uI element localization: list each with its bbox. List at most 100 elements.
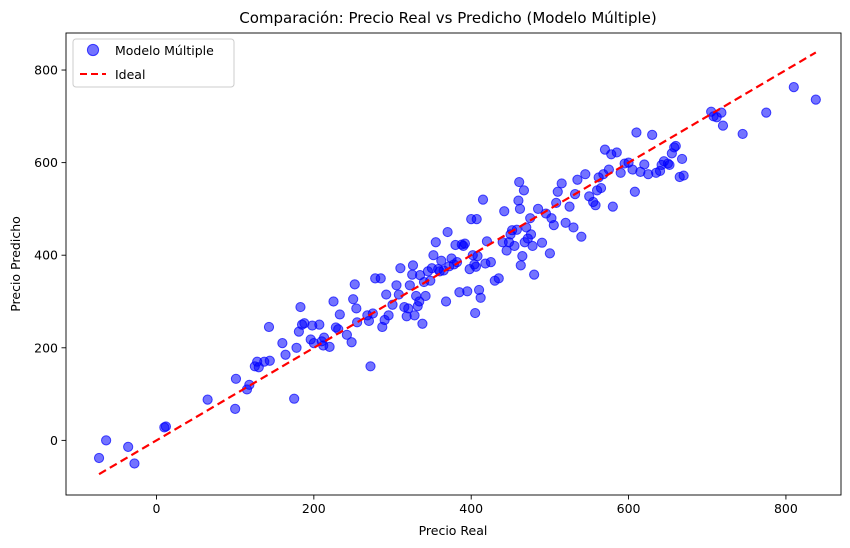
scatter-point (810, 94, 821, 105)
scatter-point (395, 263, 406, 274)
scatter-point (383, 310, 394, 321)
scatter-point (462, 286, 473, 297)
scatter-point (514, 203, 526, 215)
scatter-point (314, 319, 325, 330)
x-tick-label: 600 (617, 501, 641, 516)
scatter-point (517, 251, 528, 262)
plot-frame (65, 32, 842, 496)
scatter-point (568, 222, 579, 233)
scatter-point (607, 201, 618, 212)
scatter-point (277, 338, 288, 349)
scatter-point (202, 394, 213, 405)
scatter-point (471, 214, 482, 225)
scatter-point (514, 176, 525, 188)
scatter-point (123, 441, 134, 452)
scatter-point (499, 206, 510, 217)
scatter-point (428, 250, 439, 261)
scatter-point (532, 203, 544, 215)
scatter-point (101, 435, 112, 446)
scatter-point (560, 217, 571, 228)
scatter-point (485, 257, 496, 268)
scatter-point (572, 174, 583, 185)
scatter-point (509, 240, 520, 252)
scatter-point (425, 275, 436, 286)
scatter-point (352, 317, 363, 328)
scatter-point (348, 294, 359, 305)
y-axis-title: Precio Predicho (8, 216, 23, 312)
scatter-point (393, 289, 404, 300)
scatter-point (788, 82, 799, 93)
scatter-point (611, 147, 622, 158)
scatter-point (230, 403, 241, 414)
scatter-point (670, 140, 681, 152)
scatter-point (631, 127, 642, 138)
scatter-point (629, 186, 640, 197)
x-axis-title: Precio Real (419, 523, 488, 538)
legend-scatter-marker (86, 43, 100, 57)
scatter-point (295, 301, 306, 313)
scatter-point (365, 361, 376, 372)
legend-label-modelo: Modelo Múltiple (115, 43, 214, 58)
scatter-point (459, 238, 471, 249)
scatter-point (349, 279, 360, 290)
scatter-point (341, 329, 352, 340)
scatter-point (513, 195, 524, 206)
scatter-point (404, 280, 415, 291)
scatter-point (552, 186, 563, 197)
x-tick-label: 400 (459, 501, 483, 516)
scatter-point (580, 169, 591, 180)
legend-frame (72, 38, 235, 88)
scatter-point (291, 342, 302, 353)
chart-title: Comparación: Precio Real vs Predicho (Mo… (239, 9, 657, 27)
scatter-point (647, 129, 658, 140)
scatter-point (417, 318, 428, 329)
scatter-point (334, 309, 345, 320)
scatter-point (351, 303, 362, 314)
y-tick-label: 400 (34, 248, 58, 263)
scatter-point (470, 307, 481, 319)
scatter-point (414, 296, 425, 307)
legend-label-ideal: Ideal (115, 67, 145, 82)
scatter-point (548, 220, 559, 231)
scatter-point (129, 458, 140, 469)
scatter-point (381, 289, 392, 300)
scatter-point (430, 237, 441, 248)
scatter-points-layer (93, 82, 821, 469)
scatter-point (564, 201, 575, 212)
scatter-point (403, 303, 414, 314)
x-tick-label: 800 (774, 501, 798, 516)
scatter-point (420, 290, 431, 302)
axis-ticks-layer: 0 200 400 600 800 0 200 400 600 800 (34, 63, 798, 516)
scatter-point (346, 337, 357, 348)
scatter-point (475, 292, 486, 303)
scatter-point (93, 452, 105, 464)
scatter-point (676, 153, 688, 165)
scatter-point (324, 341, 335, 352)
scatter-point (544, 248, 555, 259)
scatter-point (160, 421, 172, 432)
scatter-point (590, 200, 601, 211)
legend: Modelo Múltiple Ideal (72, 38, 235, 88)
scatter-point (761, 107, 772, 118)
x-tick-label: 0 (153, 501, 161, 516)
scatter-point (527, 240, 538, 252)
scatter-point (556, 178, 567, 189)
scatter-point (717, 120, 729, 131)
scatter-point (244, 379, 255, 390)
y-tick-label: 800 (34, 63, 58, 78)
scatter-point (595, 182, 607, 194)
scatter-point (440, 296, 452, 307)
scatter-point (737, 128, 748, 140)
scatter-point (436, 255, 447, 266)
scatter-point (391, 280, 402, 291)
scatter-point (280, 349, 291, 360)
scatter-point (536, 237, 548, 248)
scatter-point (477, 194, 489, 205)
scatter-point (328, 296, 339, 307)
scatter-point (442, 226, 453, 238)
scatter-point (493, 273, 504, 284)
scatter-point (518, 185, 530, 196)
ideal-line-layer (98, 51, 817, 476)
scatter-point (472, 251, 483, 262)
